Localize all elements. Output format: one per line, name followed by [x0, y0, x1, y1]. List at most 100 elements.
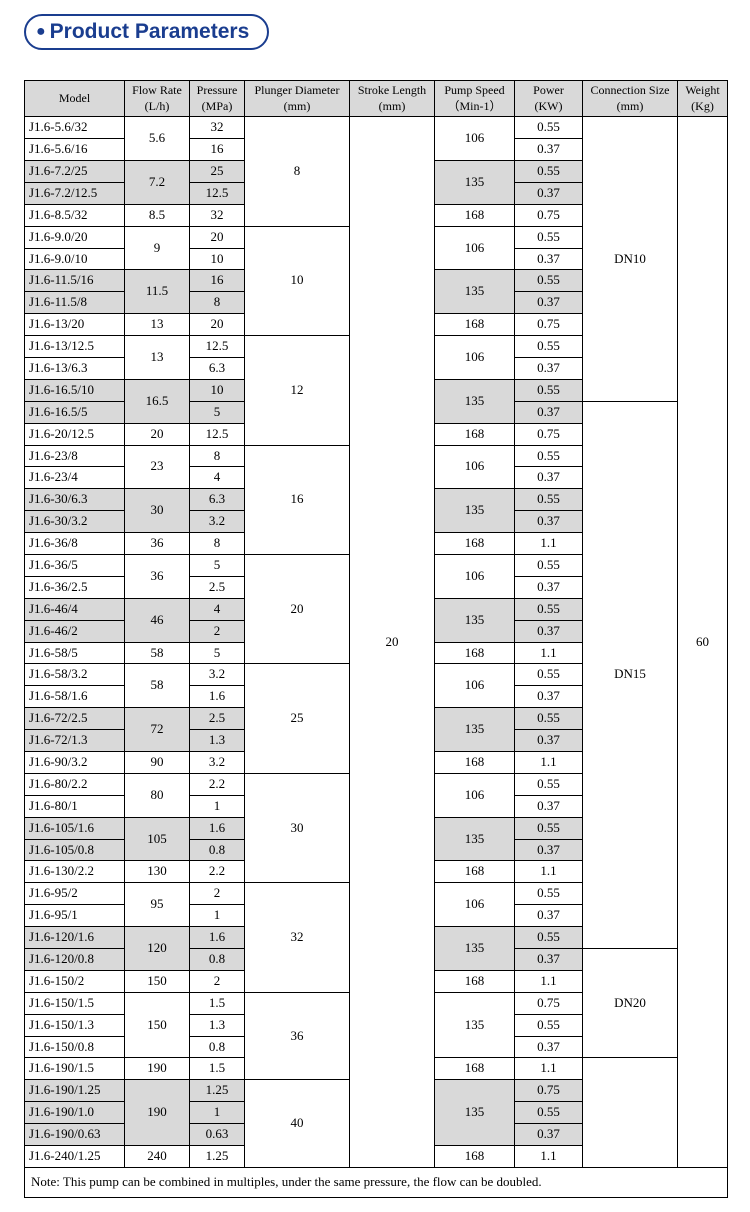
model-cell: J1.6-105/1.6 — [25, 817, 125, 839]
flow-cell: 58 — [125, 664, 190, 708]
speed-cell: 135 — [435, 992, 515, 1058]
power-cell: 0.55 — [515, 270, 583, 292]
pressure-cell: 1 — [190, 905, 245, 927]
power-cell: 0.55 — [515, 1102, 583, 1124]
plunger-cell: 10 — [245, 226, 350, 335]
pressure-cell: 4 — [190, 598, 245, 620]
speed-cell: 135 — [435, 598, 515, 642]
pressure-cell: 1.6 — [190, 817, 245, 839]
flow-cell: 36 — [125, 555, 190, 599]
pressure-cell: 0.63 — [190, 1124, 245, 1146]
pressure-cell: 6.3 — [190, 357, 245, 379]
flow-cell: 13 — [125, 336, 190, 380]
model-cell: J1.6-58/1.6 — [25, 686, 125, 708]
power-cell: 0.55 — [515, 598, 583, 620]
pressure-cell: 2 — [190, 970, 245, 992]
power-cell: 0.55 — [515, 817, 583, 839]
flow-cell: 46 — [125, 598, 190, 642]
flow-cell: 58 — [125, 642, 190, 664]
column-header: Flow Rate(L/h) — [125, 81, 190, 117]
pressure-cell: 10 — [190, 379, 245, 401]
column-header: Weight(Kg) — [678, 81, 728, 117]
flow-cell: 240 — [125, 1146, 190, 1168]
weight-cell: 60 — [678, 117, 728, 1168]
plunger-cell: 20 — [245, 555, 350, 664]
flow-cell: 7.2 — [125, 160, 190, 204]
model-cell: J1.6-7.2/12.5 — [25, 182, 125, 204]
power-cell: 1.1 — [515, 533, 583, 555]
model-cell: J1.6-9.0/10 — [25, 248, 125, 270]
column-header: Stroke Length(mm) — [350, 81, 435, 117]
plunger-cell: 12 — [245, 336, 350, 445]
speed-cell: 135 — [435, 817, 515, 861]
flow-cell: 95 — [125, 883, 190, 927]
power-cell: 0.37 — [515, 467, 583, 489]
model-cell: J1.6-58/5 — [25, 642, 125, 664]
speed-cell: 106 — [435, 336, 515, 380]
speed-cell: 106 — [435, 445, 515, 489]
column-header: Plunger Diameter(mm) — [245, 81, 350, 117]
plunger-cell: 40 — [245, 1080, 350, 1168]
column-header: Power(KW) — [515, 81, 583, 117]
power-cell: 0.75 — [515, 423, 583, 445]
title-wrap: ●Product Parameters — [24, 14, 726, 50]
pressure-cell: 2.2 — [190, 773, 245, 795]
pressure-cell: 1 — [190, 1102, 245, 1124]
model-cell: J1.6-36/5 — [25, 555, 125, 577]
power-cell: 0.55 — [515, 379, 583, 401]
flow-cell: 23 — [125, 445, 190, 489]
flow-cell: 20 — [125, 423, 190, 445]
power-cell: 0.37 — [515, 248, 583, 270]
model-cell: J1.6-80/2.2 — [25, 773, 125, 795]
pressure-cell: 1.25 — [190, 1080, 245, 1102]
model-cell: J1.6-46/2 — [25, 620, 125, 642]
pressure-cell: 3.2 — [190, 511, 245, 533]
pressure-cell: 25 — [190, 160, 245, 182]
power-cell: 0.37 — [515, 839, 583, 861]
power-cell: 0.37 — [515, 401, 583, 423]
speed-cell: 135 — [435, 489, 515, 533]
power-cell: 0.55 — [515, 664, 583, 686]
speed-cell: 135 — [435, 379, 515, 423]
model-cell: J1.6-130/2.2 — [25, 861, 125, 883]
power-cell: 0.37 — [515, 949, 583, 971]
plunger-cell: 30 — [245, 773, 350, 882]
plunger-cell: 36 — [245, 992, 350, 1080]
model-cell: J1.6-120/1.6 — [25, 927, 125, 949]
speed-cell: 106 — [435, 555, 515, 599]
flow-cell: 9 — [125, 226, 190, 270]
power-cell: 0.75 — [515, 314, 583, 336]
speed-cell: 106 — [435, 226, 515, 270]
model-cell: J1.6-23/4 — [25, 467, 125, 489]
model-cell: J1.6-150/0.8 — [25, 1036, 125, 1058]
column-header: Model — [25, 81, 125, 117]
pressure-cell: 12.5 — [190, 182, 245, 204]
power-cell: 0.75 — [515, 992, 583, 1014]
flow-cell: 30 — [125, 489, 190, 533]
column-header: Connection Size(mm) — [583, 81, 678, 117]
connection-cell: DN10 — [583, 117, 678, 402]
power-cell: 0.55 — [515, 927, 583, 949]
pressure-cell: 0.8 — [190, 839, 245, 861]
table-note: Note: This pump can be combined in multi… — [25, 1167, 728, 1197]
model-cell: J1.6-46/4 — [25, 598, 125, 620]
power-cell: 0.37 — [515, 1036, 583, 1058]
speed-cell: 168 — [435, 861, 515, 883]
model-cell: J1.6-23/8 — [25, 445, 125, 467]
power-cell: 1.1 — [515, 1146, 583, 1168]
plunger-cell: 8 — [245, 117, 350, 226]
model-cell: J1.6-20/12.5 — [25, 423, 125, 445]
model-cell: J1.6-11.5/16 — [25, 270, 125, 292]
model-cell: J1.6-5.6/32 — [25, 117, 125, 139]
model-cell: J1.6-30/6.3 — [25, 489, 125, 511]
pressure-cell: 20 — [190, 314, 245, 336]
pressure-cell: 1 — [190, 795, 245, 817]
power-cell: 0.75 — [515, 204, 583, 226]
pressure-cell: 1.6 — [190, 686, 245, 708]
column-header: Pressure(MPa) — [190, 81, 245, 117]
pressure-cell: 3.2 — [190, 664, 245, 686]
flow-cell: 13 — [125, 314, 190, 336]
model-cell: J1.6-95/2 — [25, 883, 125, 905]
power-cell: 1.1 — [515, 970, 583, 992]
speed-cell: 168 — [435, 1146, 515, 1168]
